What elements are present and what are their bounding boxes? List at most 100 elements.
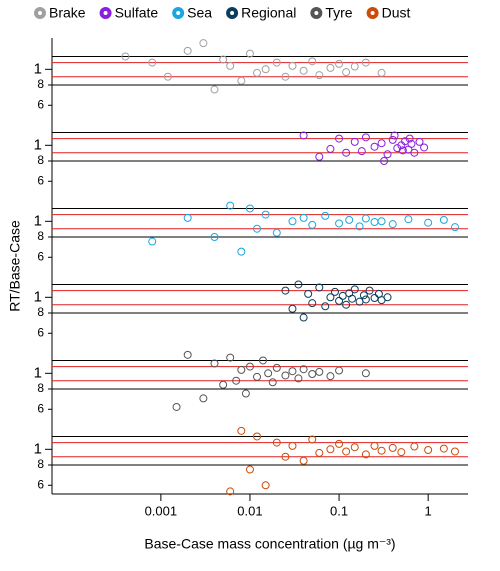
data-point <box>361 450 370 459</box>
y-tick-label: 8 <box>37 381 44 395</box>
legend-label: Dust <box>382 5 411 21</box>
data-point <box>350 285 359 294</box>
data-point <box>383 293 392 302</box>
x-tick-label: 1 <box>425 503 432 518</box>
x-axis-label: Base-Case mass concentration (µg m⁻³) <box>144 536 395 552</box>
data-point <box>308 435 317 444</box>
y-tick-label: 1 <box>34 212 42 229</box>
data-point <box>299 213 308 222</box>
legend-marker-dot <box>370 11 375 15</box>
data-point <box>439 215 448 224</box>
data-point <box>315 367 324 376</box>
data-point <box>335 439 344 448</box>
data-point <box>148 58 157 67</box>
data-point <box>121 52 130 61</box>
data-point <box>288 441 297 450</box>
legend-label: Brake <box>49 5 86 21</box>
data-point <box>326 293 335 302</box>
data-point <box>361 58 370 67</box>
data-point <box>219 55 228 64</box>
data-point <box>237 365 246 374</box>
data-point <box>163 72 172 81</box>
data-point <box>308 370 317 379</box>
data-point <box>315 152 324 161</box>
data-point <box>210 233 219 242</box>
data-point <box>199 39 208 48</box>
y-tick-label: 1 <box>34 440 42 457</box>
data-point <box>388 220 397 229</box>
y-tick-label: 6 <box>37 477 44 491</box>
data-point <box>226 487 235 496</box>
data-point <box>397 448 406 457</box>
data-point <box>350 137 359 146</box>
data-point <box>253 372 262 381</box>
data-point <box>361 133 370 142</box>
y-tick-label: 6 <box>37 173 44 187</box>
data-point <box>342 148 351 157</box>
legend-marker-dot <box>230 11 235 15</box>
data-point <box>281 286 290 295</box>
data-point <box>241 389 250 398</box>
data-point <box>261 65 270 74</box>
data-point <box>281 452 290 461</box>
data-point <box>253 432 262 441</box>
data-point <box>226 61 235 70</box>
data-point <box>410 442 419 451</box>
legend-marker-dot <box>176 11 181 15</box>
x-tick-label: 0.1 <box>330 503 348 518</box>
data-point <box>330 287 339 296</box>
data-point <box>245 49 254 58</box>
data-point <box>365 286 374 295</box>
data-point <box>377 446 386 455</box>
data-point <box>377 217 386 226</box>
data-point <box>315 448 324 457</box>
data-point <box>350 62 359 71</box>
data-point <box>359 291 368 300</box>
x-tick-label: 0.001 <box>145 503 178 518</box>
data-point <box>261 481 270 490</box>
legend-label: Tyre <box>325 5 352 21</box>
y-tick-label: 6 <box>37 325 44 339</box>
data-point <box>370 218 379 227</box>
data-point <box>342 300 351 309</box>
x-tick-label: 0.01 <box>237 503 262 518</box>
data-point <box>401 137 410 146</box>
data-point <box>299 313 308 322</box>
data-point <box>264 369 273 378</box>
data-point <box>420 143 429 152</box>
legend-label: Sea <box>187 5 212 21</box>
data-point <box>294 374 303 383</box>
y-tick-label: 1 <box>34 136 42 153</box>
data-point <box>245 204 254 213</box>
data-point <box>272 363 281 372</box>
y-tick-label: 8 <box>37 77 44 91</box>
data-point <box>335 296 344 305</box>
data-point <box>326 372 335 381</box>
y-tick-label: 8 <box>37 153 44 167</box>
data-point <box>404 215 413 224</box>
data-point <box>342 68 351 77</box>
data-point <box>288 61 297 70</box>
data-point <box>315 71 324 80</box>
data-point <box>335 366 344 375</box>
legend-label: Sulfate <box>115 5 159 21</box>
data-point <box>321 302 330 311</box>
data-point <box>410 148 419 157</box>
y-tick-label: 8 <box>37 305 44 319</box>
y-tick-label: 1 <box>34 60 42 77</box>
data-point <box>272 58 281 67</box>
data-point <box>370 441 379 450</box>
y-tick-label: 6 <box>37 97 44 111</box>
data-point <box>388 443 397 452</box>
data-point <box>450 223 459 232</box>
data-point <box>199 394 208 403</box>
data-point <box>237 426 246 435</box>
data-point <box>393 144 402 153</box>
data-point <box>210 359 219 368</box>
legend-marker-dot <box>38 11 42 15</box>
data-point <box>281 72 290 81</box>
legend-label: Regional <box>241 5 296 21</box>
data-point <box>299 131 308 140</box>
data-point <box>210 85 219 94</box>
